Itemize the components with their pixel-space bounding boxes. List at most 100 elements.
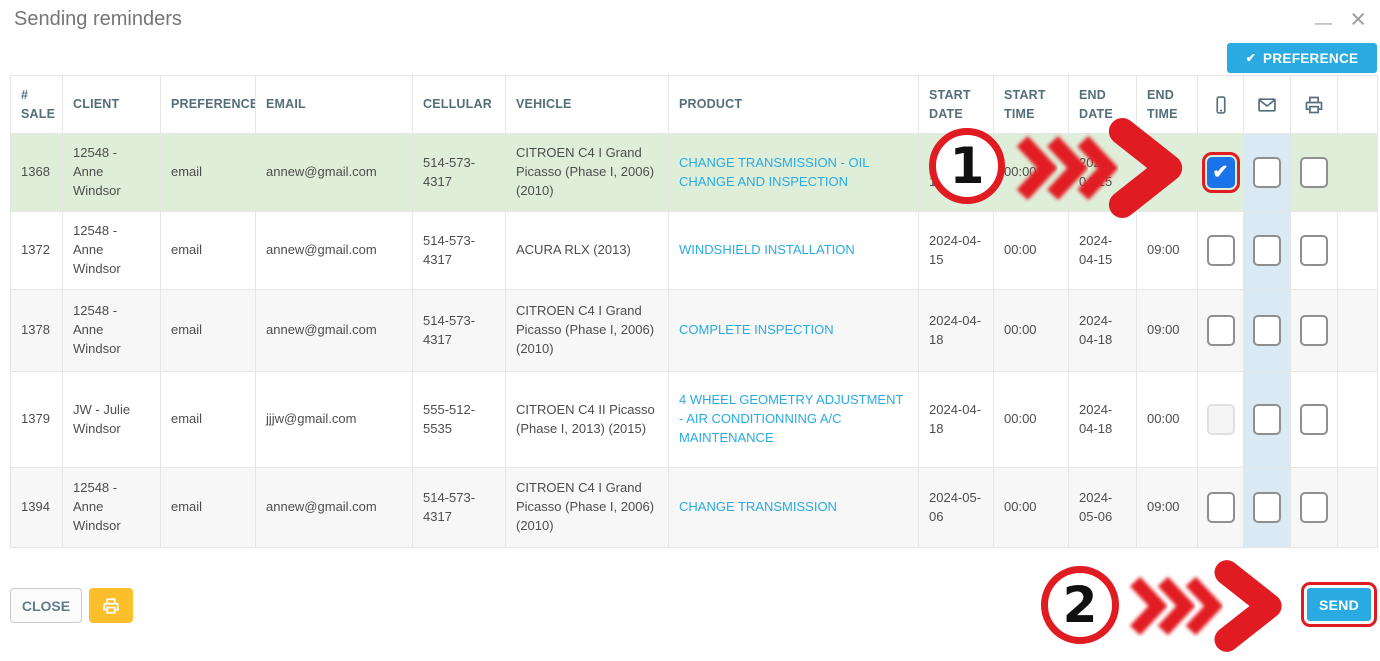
product-link[interactable]: WINDSHIELD INSTALLATION: [679, 242, 855, 258]
header-start-date: START DATE: [918, 75, 994, 134]
email-checkbox-cell: [1243, 467, 1291, 548]
print-checkbox[interactable]: [1300, 157, 1328, 188]
header-cellular: CELLULAR: [412, 75, 506, 134]
header-vehicle: VEHICLE: [505, 75, 669, 134]
print-checkbox-cell: [1290, 211, 1338, 290]
printer-icon: [103, 597, 119, 614]
product-cell: 4 WHEEL GEOMETRY ADJUSTMENT - AIR CONDIT…: [668, 371, 919, 468]
print-checkbox[interactable]: [1300, 492, 1328, 523]
sale-cell: 1372: [10, 211, 63, 290]
end-date-cell: 2024-04-18: [1068, 289, 1137, 372]
product-link[interactable]: CHANGE TRANSMISSION - OIL CHANGE AND INS…: [679, 154, 869, 189]
cellular-cell: 514-573-4317: [412, 211, 506, 290]
product-cell: COMPLETE INSPECTION: [668, 289, 919, 372]
end-time-cell: 09:00: [1136, 289, 1198, 372]
preference-button[interactable]: ✔ PREFERENCE: [1227, 43, 1377, 73]
table-row: 1394 12548 - Anne Windsor email annew@gm…: [10, 467, 1378, 548]
email-checkbox[interactable]: [1253, 157, 1281, 188]
sms-checkbox-cell: ✔: [1197, 133, 1244, 212]
close-icon[interactable]: ×: [1350, 4, 1366, 34]
preference-cell: email: [160, 211, 256, 290]
send-button[interactable]: SEND: [1301, 582, 1377, 627]
sale-cell: 1394: [10, 467, 63, 548]
vehicle-cell: CITROEN C4 I Grand Picasso (Phase I, 200…: [505, 133, 669, 212]
printer-icon: [1305, 96, 1323, 113]
email-cell: annew@gmail.com: [255, 467, 413, 548]
end-date-cell: 2024-05-06: [1068, 467, 1137, 548]
sale-cell: 1368: [10, 133, 63, 212]
minimize-icon[interactable]: —: [1315, 13, 1332, 32]
vehicle-cell: CITROEN C4 I Grand Picasso (Phase I, 200…: [505, 289, 669, 372]
client-cell: JW - Julie Windsor: [62, 371, 161, 468]
start-date-cell: 2024-04-18: [918, 371, 994, 468]
sms-checkbox-cell: [1197, 467, 1244, 548]
table-row: 1378 12548 - Anne Windsor email annew@gm…: [10, 289, 1378, 372]
table-row: 1379 JW - Julie Windsor email jjjw@gmail…: [10, 371, 1378, 468]
cellular-cell: 514-573-4317: [412, 467, 506, 548]
sms-checkbox[interactable]: [1206, 492, 1235, 523]
product-cell: CHANGE TRANSMISSION: [668, 467, 919, 548]
print-button[interactable]: [89, 588, 133, 623]
email-checkbox[interactable]: [1253, 315, 1281, 346]
start-time-cell: 00:00: [993, 467, 1069, 548]
print-checkbox[interactable]: [1300, 315, 1328, 346]
header-end-time: END TIME: [1136, 75, 1198, 134]
red-arrow-step-1: [1016, 117, 1183, 219]
print-checkbox[interactable]: [1300, 235, 1328, 266]
product-cell: WINDSHIELD INSTALLATION: [668, 211, 919, 290]
sms-checkbox-cell: [1197, 211, 1244, 290]
empty-cell: [1337, 289, 1378, 372]
email-checkbox[interactable]: [1253, 492, 1281, 523]
sms-checkbox[interactable]: ✔: [1201, 152, 1240, 193]
email-checkbox[interactable]: [1253, 235, 1281, 266]
sms-checkbox-cell: [1197, 371, 1244, 468]
header-sale: # SALE: [10, 75, 63, 134]
sms-checkbox: [1206, 404, 1235, 435]
start-date-cell: 2024-04-15: [918, 211, 994, 290]
start-date-cell: 2024-04-18: [918, 289, 994, 372]
start-date-cell: 2024-05-06: [918, 467, 994, 548]
product-link[interactable]: COMPLETE INSPECTION: [679, 322, 834, 338]
email-checkbox-cell: [1243, 211, 1291, 290]
empty-cell: [1337, 371, 1378, 468]
print-checkbox-cell: [1290, 289, 1338, 372]
table-header-row: # SALE CLIENT PREFERENCE EMAIL CELLULAR …: [10, 75, 1378, 134]
cellular-cell: 514-573-4317: [412, 289, 506, 372]
vehicle-cell: CITROEN C4 I Grand Picasso (Phase I, 200…: [505, 467, 669, 548]
product-link[interactable]: 4 WHEEL GEOMETRY ADJUSTMENT - AIR CONDIT…: [679, 392, 904, 445]
close-button[interactable]: CLOSE: [10, 588, 82, 623]
preference-cell: email: [160, 133, 256, 212]
sms-checkbox[interactable]: [1206, 315, 1235, 346]
empty-cell: [1337, 133, 1378, 212]
print-checkbox[interactable]: [1300, 404, 1328, 435]
client-cell: 12548 - Anne Windsor: [62, 467, 161, 548]
header-preference: PREFERENCE: [160, 75, 256, 134]
email-checkbox-cell: [1243, 133, 1291, 212]
empty-cell: [1337, 467, 1378, 548]
cellular-cell: 514-573-4317: [412, 133, 506, 212]
cellular-cell: 555-512-5535: [412, 371, 506, 468]
sale-cell: 1379: [10, 371, 63, 468]
print-checkbox-cell: [1290, 371, 1338, 468]
email-cell: jjjw@gmail.com: [255, 371, 413, 468]
preference-cell: email: [160, 467, 256, 548]
preference-button-label: PREFERENCE: [1263, 50, 1359, 66]
product-cell: CHANGE TRANSMISSION - OIL CHANGE AND INS…: [668, 133, 919, 212]
client-cell: 12548 - Anne Windsor: [62, 211, 161, 290]
header-product: PRODUCT: [668, 75, 919, 134]
header-start-time: START TIME: [993, 75, 1069, 134]
email-checkbox[interactable]: [1253, 404, 1281, 435]
step-2-marker: 2: [1041, 566, 1119, 644]
end-time-cell: 09:00: [1136, 467, 1198, 548]
client-cell: 12548 - Anne Windsor: [62, 289, 161, 372]
end-date-cell: 2024-04-15: [1068, 211, 1137, 290]
reminders-table: # SALE CLIENT PREFERENCE EMAIL CELLULAR …: [10, 75, 1378, 548]
step-1-marker: 1: [929, 128, 1005, 204]
check-icon: ✔: [1245, 51, 1257, 65]
product-link[interactable]: CHANGE TRANSMISSION: [679, 499, 837, 515]
table-body: 1368 12548 - Anne Windsor email annew@gm…: [10, 133, 1378, 548]
envelope-icon: [1258, 97, 1276, 112]
print-checkbox-cell: [1290, 467, 1338, 548]
sms-checkbox[interactable]: [1206, 235, 1235, 266]
header-email: EMAIL: [255, 75, 413, 134]
